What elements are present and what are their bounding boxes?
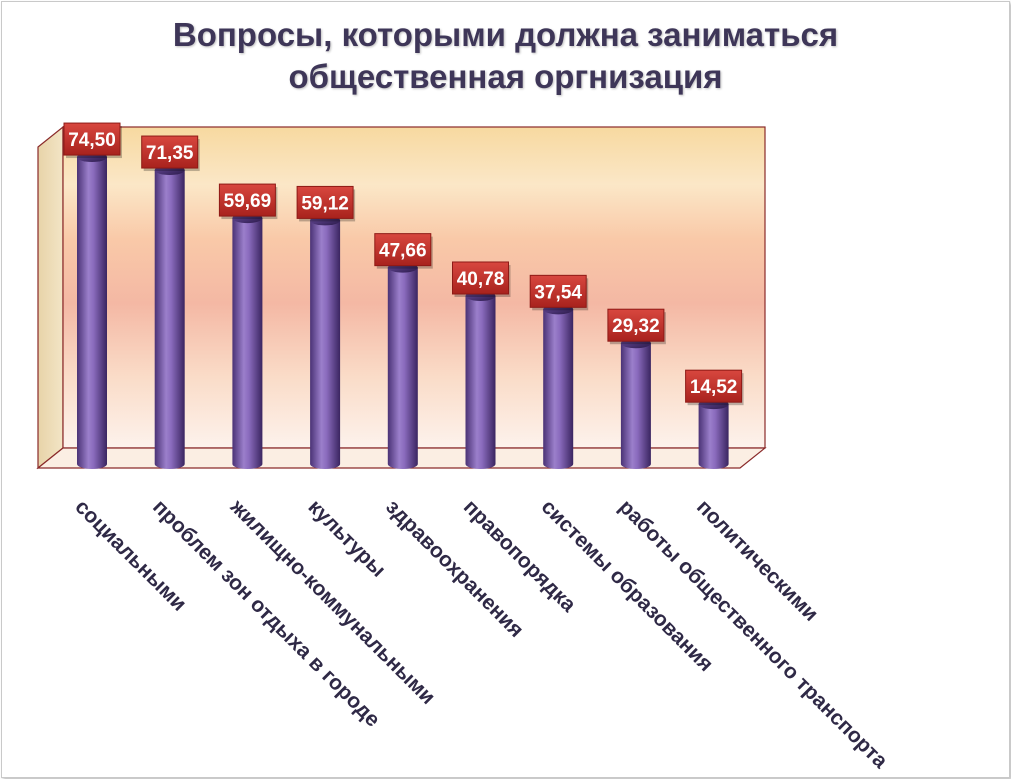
value-label-text: 29,32 bbox=[612, 316, 660, 337]
value-label-text: 40,78 bbox=[457, 269, 505, 290]
value-label-box bbox=[141, 135, 199, 169]
bar-body bbox=[387, 267, 418, 469]
value-label-2: 71,35 bbox=[141, 135, 200, 172]
side-wall bbox=[37, 125, 64, 470]
value-label-5: 47,66 bbox=[374, 233, 433, 269]
value-label-box bbox=[218, 183, 276, 217]
value-label-9: 14,52 bbox=[685, 369, 744, 406]
category-label-8: работы общественного транспорта bbox=[614, 495, 892, 773]
bar-3 bbox=[232, 213, 263, 469]
value-label-box bbox=[529, 274, 587, 308]
bar-8 bbox=[620, 338, 651, 469]
bar-7 bbox=[543, 304, 574, 469]
value-label-text: 37,54 bbox=[534, 282, 582, 303]
value-labels-group: 74,50 71,35 59,69 59,12 47,66 40,78 37,54 29,32… bbox=[63, 122, 744, 406]
value-label-8: 29,32 bbox=[607, 308, 666, 345]
chart-title: Вопросы, которыми должна заниматься обще… bbox=[0, 14, 1011, 98]
value-label-text: 59,12 bbox=[301, 193, 349, 214]
chart-title-line-1: Вопросы, которыми должна заниматься bbox=[172, 16, 839, 53]
value-label-text: 71,35 bbox=[146, 143, 194, 164]
bar-body bbox=[620, 343, 651, 469]
value-label-7: 37,54 bbox=[529, 274, 589, 311]
bar-body bbox=[465, 295, 496, 469]
bar-9 bbox=[698, 399, 729, 469]
value-label-box bbox=[685, 369, 743, 403]
bar-body bbox=[543, 309, 574, 469]
value-label-box bbox=[607, 308, 665, 342]
value-label-box bbox=[296, 185, 354, 219]
value-label-1: 74,50 bbox=[63, 122, 122, 159]
value-label-text: 59,69 bbox=[224, 191, 272, 212]
bar-body bbox=[310, 220, 341, 469]
bar-body bbox=[698, 404, 729, 469]
category-label-5: здравоохранения bbox=[381, 495, 528, 642]
value-label-box bbox=[374, 233, 432, 267]
value-label-4: 59,12 bbox=[296, 185, 356, 222]
bar-body bbox=[154, 170, 185, 469]
bar-2 bbox=[154, 165, 185, 469]
value-label-box bbox=[63, 122, 121, 156]
bar-body bbox=[77, 157, 107, 469]
value-label-text: 47,66 bbox=[379, 241, 427, 262]
bars-group bbox=[77, 152, 729, 469]
chart-title-line-2: общественная оргнизация bbox=[288, 58, 723, 95]
bar-4 bbox=[310, 215, 341, 469]
bar-6 bbox=[465, 290, 496, 469]
value-label-text: 74,50 bbox=[68, 130, 116, 151]
bar-5 bbox=[387, 262, 418, 469]
bar-1 bbox=[77, 152, 107, 469]
value-label-box bbox=[452, 261, 509, 295]
value-label-text: 14,52 bbox=[690, 377, 738, 398]
bar-body bbox=[232, 218, 263, 469]
value-label-6: 40,78 bbox=[452, 261, 511, 297]
value-label-3: 59,69 bbox=[218, 183, 278, 220]
